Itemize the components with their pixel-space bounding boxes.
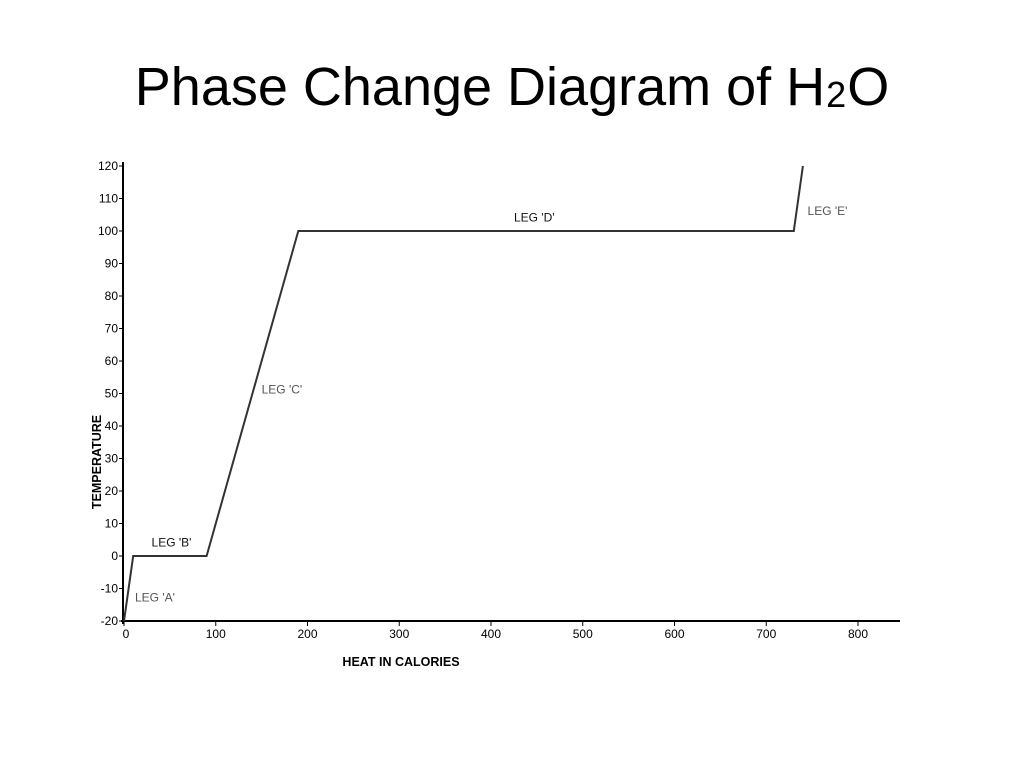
y-tick-label: 40 [105,419,119,433]
y-tick-label: 20 [105,484,119,498]
leg-annotation: LEG 'B' [152,535,192,549]
x-tick-label: 100 [206,627,226,641]
chart-ticks: -20 -10 0 10 20 30 40 50 60 70 80 90 100 110 120 0 100 20… [98,159,868,641]
leg-annotation: LEG 'C' [262,383,303,397]
x-tick-label: 300 [389,627,409,641]
x-tick-label: 0 [123,627,130,641]
y-tick-label: 110 [99,192,118,206]
title-suffix: O [847,57,890,117]
y-tick-label: 90 [105,257,119,271]
x-tick-label: 200 [297,627,317,641]
y-tick-label: 0 [111,549,118,563]
y-tick-label: 80 [105,289,119,303]
chart-annotations: LEG 'A' LEG 'B' LEG 'C' LEG 'D' LEG 'E' [135,204,847,605]
y-tick-label: 100 [98,224,118,238]
leg-annotation: LEG 'A' [135,591,175,605]
y-tick-label: -10 [101,582,119,596]
y-tick-label: 50 [105,387,119,401]
heating-curve-line [123,165,804,622]
title-main: Phase Change Diagram of H [134,57,826,117]
y-tick-label: 10 [105,517,119,531]
chart-series [123,165,804,622]
x-tick-label: 800 [848,627,868,641]
leg-annotation: LEG 'E' [808,204,848,218]
leg-annotation: LEG 'D' [514,210,555,224]
x-axis-label: HEAT IN CALORIES [342,655,459,669]
y-tick-label: 60 [105,354,119,368]
x-tick-label: 600 [664,627,684,641]
x-tick-label: 700 [756,627,776,641]
page-title: Phase Change Diagram of H2O [0,60,1024,114]
x-tick-label: 500 [573,627,593,641]
y-tick-label: -20 [101,614,119,628]
y-axis-label: TEMPERATURE [90,415,104,509]
y-tick-label: 120 [98,159,118,173]
y-tick-label: 30 [105,452,119,466]
y-tick-label: 70 [105,322,119,336]
title-subscript: 2 [826,74,847,115]
x-tick-label: 400 [481,627,501,641]
